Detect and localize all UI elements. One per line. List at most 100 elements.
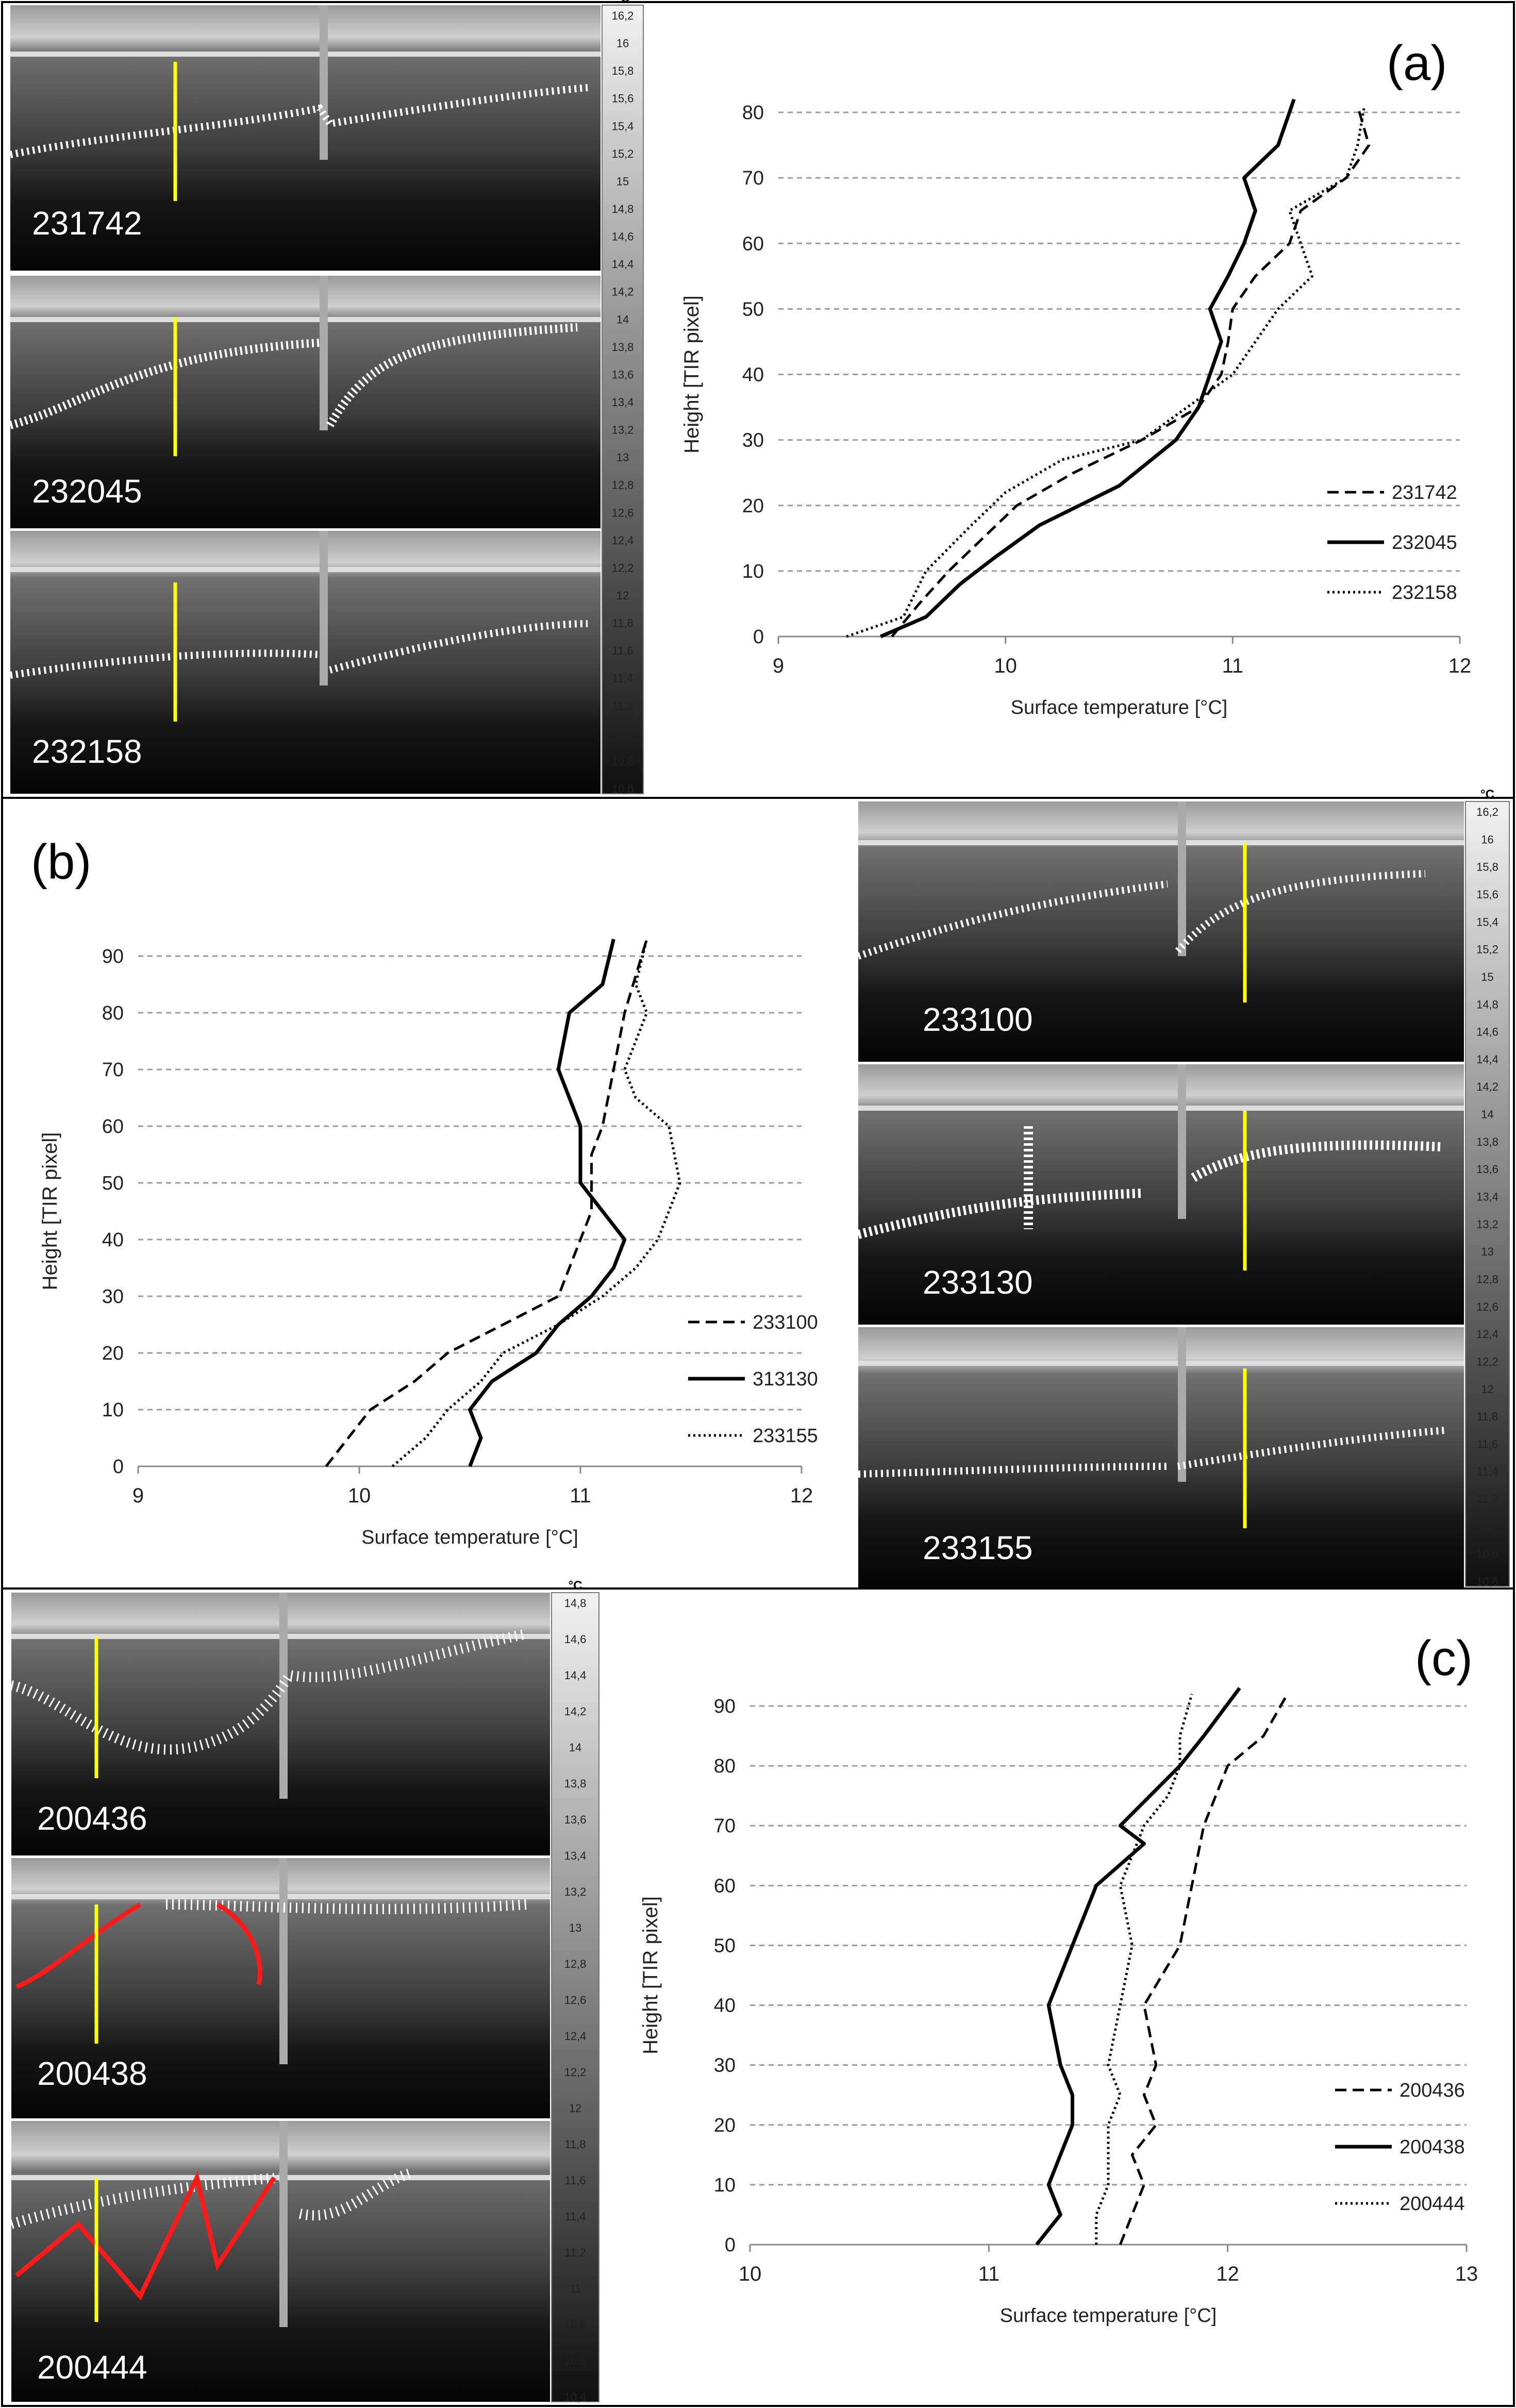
colorbar-tick-label: 15,6 — [1476, 888, 1498, 901]
colorbar-tick-label: 13,6 — [612, 368, 634, 381]
colorbar-tick-label: 15,2 — [612, 147, 634, 160]
y-tick-label: 60 — [742, 233, 764, 255]
colorbar-tick-label: 12,2 — [1476, 1355, 1498, 1368]
y-tick-label: 40 — [714, 1995, 736, 2017]
colorbar-tick-label: 15,8 — [612, 64, 634, 77]
colorbar-tick-label: 12,6 — [564, 1994, 587, 2006]
colorbar-tick-label: 12,4 — [1476, 1328, 1498, 1341]
colorbar-tick-label: 14 — [617, 313, 629, 326]
colorbar-tick-label: 12,8 — [612, 479, 634, 492]
colorbar-tick-label: 16,2 — [612, 9, 634, 22]
y-tick-label: 10 — [714, 2175, 736, 2196]
series-line-233155 — [391, 939, 681, 1467]
x-tick-label: 12 — [790, 1484, 813, 1507]
legend-entry: 313130 — [753, 1368, 818, 1390]
panel-label: (c) — [1415, 1631, 1473, 1686]
thermal-image: 233130 — [857, 1064, 1464, 1325]
colorbar-tick-label: 11 — [617, 727, 629, 740]
x-tick-label: 11 — [570, 1484, 591, 1507]
colorbar-tick-label: 15 — [1481, 971, 1493, 983]
colorbar-tick-label: 14 — [1481, 1108, 1493, 1121]
colorbar-tick-label: 13,8 — [564, 1777, 587, 1790]
colorbar-tick-label: 15,4 — [612, 120, 634, 132]
legend-entry: 200444 — [1400, 2193, 1465, 2215]
colorbar-gradient — [602, 5, 644, 794]
colorbar-tick-label: 16 — [1481, 833, 1493, 846]
colorbar-tick-label: 13,6 — [564, 1813, 587, 1826]
thermal-image: 233155 — [858, 1327, 1464, 1587]
colorbar-tick-label: 12,4 — [564, 2030, 587, 2043]
colorbar-tick-label: 13,2 — [1476, 1218, 1498, 1231]
colorbar-tick-label: 11,6 — [612, 644, 633, 657]
colorbar-tick-label: 11,2 — [612, 699, 633, 712]
y-axis-label: Height [TIR pixel] — [639, 1896, 662, 2054]
legend-entry: 200438 — [1400, 2136, 1465, 2158]
y-tick-label: 80 — [102, 1002, 124, 1024]
y-tick-label: 20 — [714, 2115, 736, 2136]
y-tick-label: 10 — [742, 561, 764, 582]
colorbar-tick-label: 13,6 — [1476, 1163, 1498, 1176]
colorbar-tick-label: 12 — [569, 2102, 581, 2115]
x-tick-label: 9 — [773, 655, 784, 677]
colorbar-tick-label: 14,8 — [612, 203, 634, 215]
legend-entry: 233155 — [753, 1425, 818, 1447]
colorbar: °C 16,2 16 15,8 15,6 15,4 15,2 15 14,8 14,6 14,4 14… — [1465, 788, 1510, 1588]
thermal-image: 232158 — [9, 531, 601, 794]
colorbar-tick-label: 12,8 — [564, 1958, 587, 1970]
image-label: 231742 — [32, 205, 142, 242]
profile-chart: 0 10 20 30 40 50 60 70 80 90 9 10 11 12 Surface temper… — [39, 939, 818, 1548]
y-tick-label: 80 — [714, 1755, 736, 1777]
y-tick-label: 30 — [102, 1286, 124, 1308]
x-tick-label: 12 — [1448, 655, 1472, 677]
x-axis-label: Surface temperature [°C] — [1000, 2305, 1217, 2327]
profile-chart: 0 10 20 30 40 50 60 70 80 9 10 11 12 Surface temperat… — [680, 98, 1472, 718]
x-tick-label: 10 — [348, 1484, 371, 1507]
y-tick-label: 60 — [714, 1875, 736, 1897]
thermal-image: 200436 — [10, 1593, 550, 1855]
colorbar-tick-label: 13,4 — [612, 396, 634, 409]
colorbar-unit: °C — [1480, 788, 1494, 801]
image-label: 232045 — [32, 473, 142, 510]
colorbar-tick-label: 12,6 — [1476, 1300, 1498, 1313]
y-tick-label: 0 — [725, 2234, 736, 2256]
colorbar-tick-label: 11 — [570, 2282, 581, 2295]
colorbar-tick-label: 15,8 — [1476, 861, 1498, 874]
y-tick-label: 70 — [742, 168, 764, 189]
y-axis-label: Height [TIR pixel] — [680, 295, 703, 454]
panel-a: 231742 232045 232158 °C 16,2 16 15,8 15,6 15,… — [9, 0, 1472, 795]
colorbar-tick-label: 13,2 — [612, 424, 634, 437]
thermal-image: 233100 — [857, 801, 1464, 1062]
colorbar-tick-label: 15 — [617, 175, 629, 188]
y-tick-label: 30 — [742, 430, 764, 452]
image-label: 233155 — [923, 1529, 1033, 1566]
x-tick-label: 13 — [1455, 2263, 1478, 2285]
series-line-233100 — [325, 939, 648, 1467]
y-tick-label: 40 — [742, 364, 764, 386]
thermal-image-strip: 233100 233130 233155 — [857, 801, 1464, 1587]
colorbar-tick-label: 14,6 — [1476, 1026, 1498, 1039]
colorbar-tick-label: 14,8 — [564, 1597, 587, 1610]
colorbar-gradient — [551, 1592, 599, 2402]
colorbar-tick-label: 11,6 — [1477, 1437, 1498, 1450]
colorbar-tick-label: 11,8 — [612, 617, 633, 630]
y-tick-label: 80 — [742, 102, 764, 124]
colorbar-unit: °C — [569, 1579, 582, 1593]
x-tick-label: 12 — [1216, 2263, 1239, 2285]
y-tick-label: 60 — [102, 1116, 124, 1138]
colorbar-tick-label: 14,4 — [1476, 1053, 1498, 1066]
colorbar-tick-label: 12,8 — [1476, 1273, 1498, 1285]
colorbar-tick-label: 14,6 — [612, 230, 634, 243]
y-tick-label: 50 — [102, 1173, 124, 1194]
colorbar-tick-label: 15,4 — [1476, 915, 1498, 928]
colorbar-gradient — [1465, 801, 1510, 1587]
colorbar-tick-label: 14,2 — [1476, 1080, 1498, 1093]
x-tick-label: 10 — [994, 655, 1017, 677]
colorbar-tick-label: 12 — [617, 589, 629, 602]
thermal-image: 232045 — [9, 276, 601, 528]
panel-c: 200436 200438 200444 °C — [10, 1579, 1478, 2403]
series-line-313130 — [468, 939, 627, 1467]
colorbar-tick-label: 13,8 — [612, 341, 634, 354]
panel-label: (a) — [1387, 36, 1447, 91]
colorbar-tick-label: 12,4 — [612, 534, 634, 547]
